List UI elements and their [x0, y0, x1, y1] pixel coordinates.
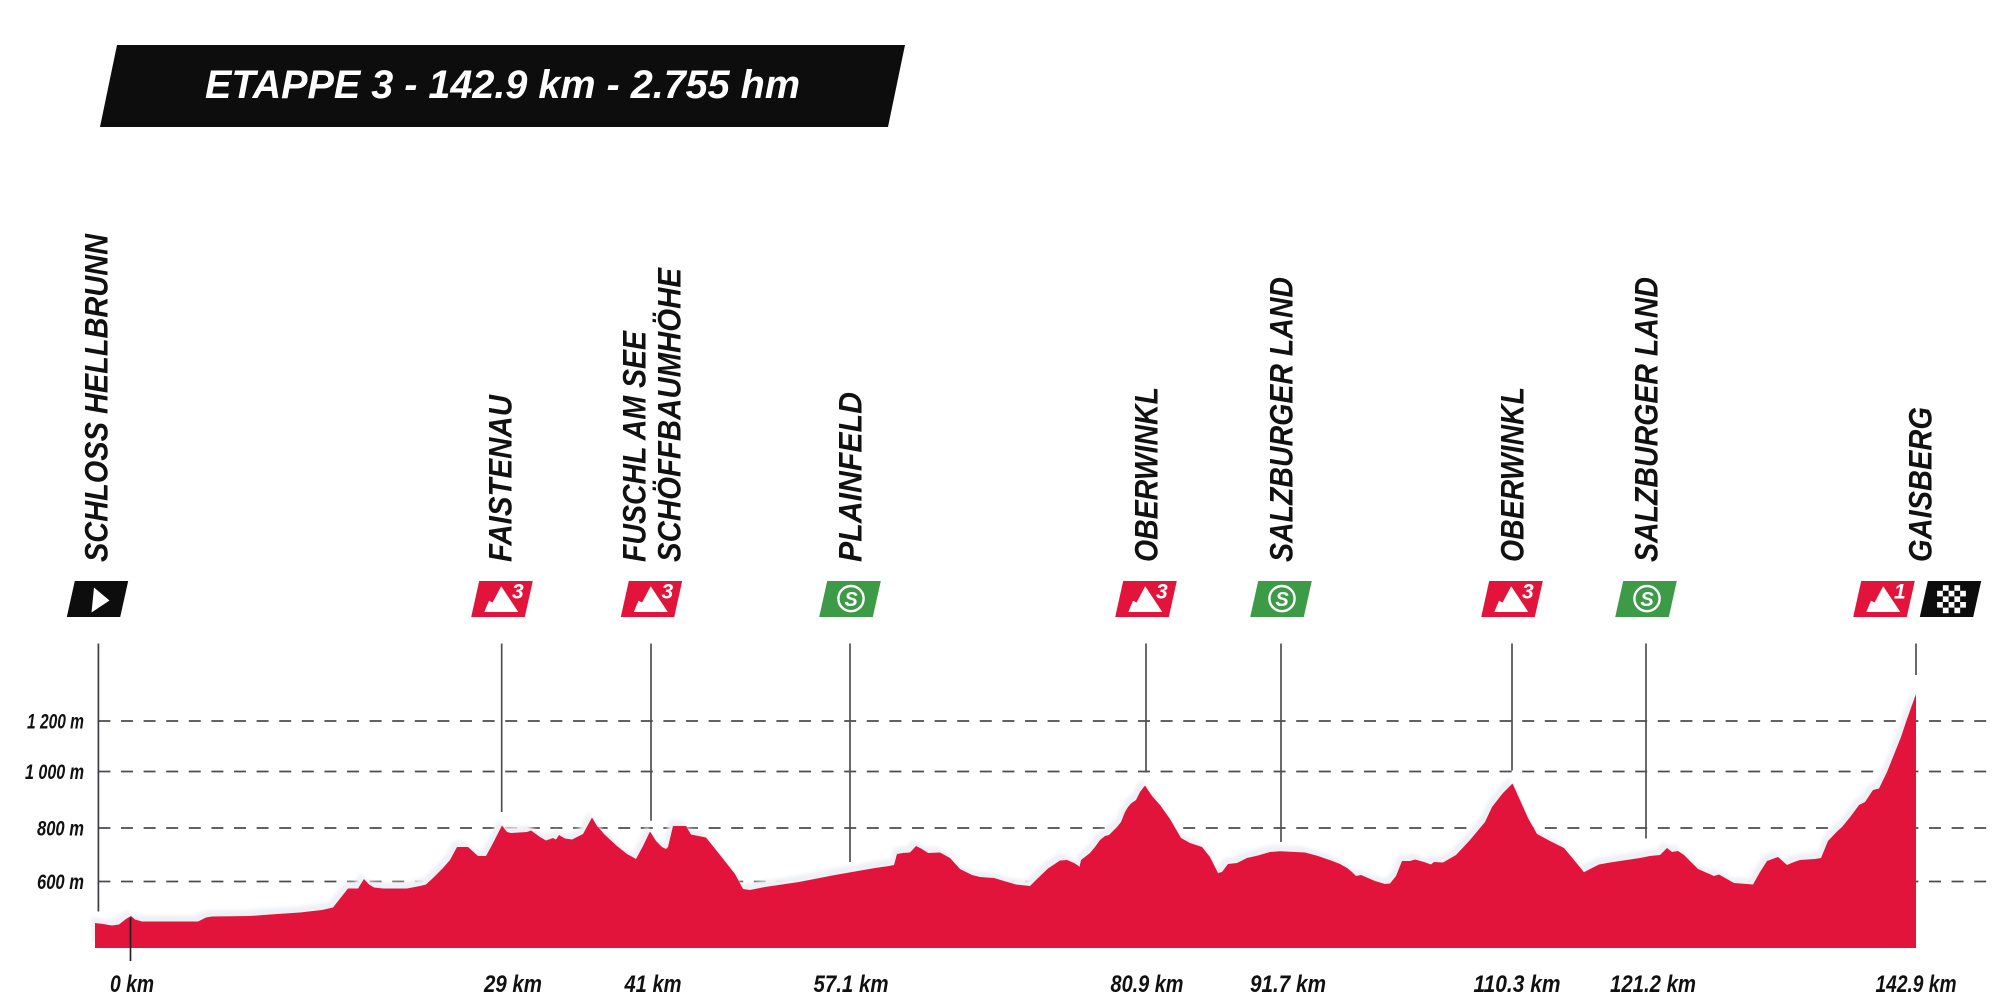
svg-text:S: S [1275, 589, 1289, 611]
svg-text:800 m: 800 m [37, 818, 84, 841]
svg-text:110.3 km: 110.3 km [1474, 971, 1561, 998]
svg-text:3: 3 [661, 581, 673, 604]
svg-text:29 km: 29 km [483, 971, 542, 998]
svg-text:ETAPPE 3 - 142.9 km - 2.755 hm: ETAPPE 3 - 142.9 km - 2.755 hm [205, 63, 800, 107]
svg-text:FUSCHL AM SEE: FUSCHL AM SEE [617, 330, 653, 562]
svg-text:OBERWINKL: OBERWINKL [1495, 387, 1531, 562]
svg-text:S: S [844, 589, 858, 611]
svg-text:3: 3 [1156, 581, 1168, 604]
svg-text:GAISBERG: GAISBERG [1903, 407, 1939, 562]
svg-text:1: 1 [1894, 581, 1906, 604]
svg-text:SCHÖFFBAUMHÖHE: SCHÖFFBAUMHÖHE [652, 266, 688, 562]
svg-text:3: 3 [512, 581, 524, 604]
svg-text:41 km: 41 km [624, 971, 682, 998]
svg-text:57.1 km: 57.1 km [814, 971, 889, 998]
svg-text:3: 3 [1522, 581, 1534, 604]
svg-text:FAISTENAU: FAISTENAU [483, 394, 519, 562]
svg-text:142.9 km: 142.9 km [1876, 971, 1957, 998]
svg-text:0 km: 0 km [110, 971, 154, 998]
svg-text:OBERWINKL: OBERWINKL [1129, 387, 1165, 562]
svg-text:121.2 km: 121.2 km [1610, 971, 1696, 998]
svg-text:S: S [1640, 589, 1654, 611]
svg-text:SALZBURGER LAND: SALZBURGER LAND [1629, 277, 1665, 562]
svg-text:1 200 m: 1 200 m [27, 711, 84, 734]
svg-text:SALZBURGER LAND: SALZBURGER LAND [1264, 277, 1300, 562]
svg-text:600 m: 600 m [37, 871, 84, 894]
svg-text:SCHLOSS HELLBRUNN: SCHLOSS HELLBRUNN [79, 233, 115, 562]
svg-text:1 000 m: 1 000 m [25, 761, 84, 784]
svg-text:91.7 km: 91.7 km [1250, 971, 1326, 998]
svg-text:PLAINFELD: PLAINFELD [833, 392, 869, 562]
svg-text:80.9 km: 80.9 km [1111, 971, 1184, 998]
